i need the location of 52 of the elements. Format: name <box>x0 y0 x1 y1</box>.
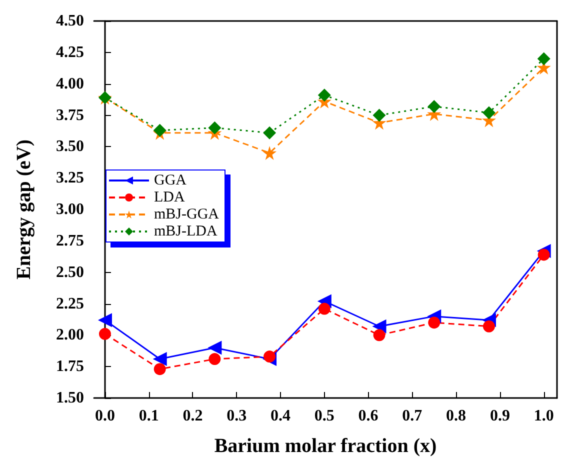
point <box>372 108 386 122</box>
point <box>428 316 440 329</box>
x-tick-label: 0.6 <box>358 408 378 424</box>
x-tick-label: 0.8 <box>446 408 466 424</box>
y-tick-label: 3.75 <box>56 106 84 124</box>
point <box>538 248 550 261</box>
x-tick-label: 0.3 <box>226 408 247 424</box>
point <box>373 329 386 342</box>
point <box>372 319 386 334</box>
point <box>318 88 331 102</box>
x-tick-label: 0.5 <box>314 408 334 424</box>
point <box>264 350 276 363</box>
x-tick-label: 1.0 <box>534 408 554 424</box>
point <box>98 313 112 328</box>
x-tick-label: 0.1 <box>138 408 159 424</box>
point <box>208 340 222 355</box>
y-tick-label: 1.75 <box>56 358 84 376</box>
point <box>428 100 441 113</box>
legend-label: mBJ-LDA <box>154 224 218 240</box>
point <box>208 121 222 134</box>
point <box>208 353 221 366</box>
point <box>98 328 111 340</box>
point <box>153 124 166 137</box>
point <box>318 302 330 315</box>
y-axis-title: Energy gap (eV) <box>13 140 35 280</box>
y-tick-label: 2.00 <box>56 326 84 344</box>
y-tick-label: 3.00 <box>56 201 84 218</box>
point <box>262 146 277 160</box>
x-tick-label: 0.2 <box>182 408 203 424</box>
point <box>482 106 496 120</box>
legend-label: LDA <box>154 190 185 206</box>
point <box>263 126 276 140</box>
point <box>154 363 166 376</box>
point <box>152 352 167 366</box>
x-tick-label: 0.7 <box>402 408 422 424</box>
y-tick-label: 2.25 <box>56 295 84 312</box>
point <box>482 320 495 332</box>
x-tick-label: 0.4 <box>270 408 291 424</box>
x-axis-title: Barium molar fraction (x) <box>214 435 437 457</box>
y-tick-label: 1.50 <box>56 390 84 406</box>
legend-label: GGA <box>154 172 187 188</box>
y-tick-label: 4.00 <box>56 75 84 92</box>
y-tick-label: 3.50 <box>56 138 84 156</box>
y-tick-label: 2.50 <box>56 264 84 281</box>
y-tick-label: 4.50 <box>56 12 84 30</box>
legend-label: mBJ-GGA <box>154 206 220 222</box>
x-tick-label: 0.0 <box>94 408 115 424</box>
x-tick-label: 0.9 <box>490 408 510 424</box>
y-tick-label: 2.75 <box>56 232 84 250</box>
point <box>537 52 550 66</box>
y-tick-label: 4.25 <box>56 44 84 61</box>
y-tick-label: 3.25 <box>56 170 84 187</box>
